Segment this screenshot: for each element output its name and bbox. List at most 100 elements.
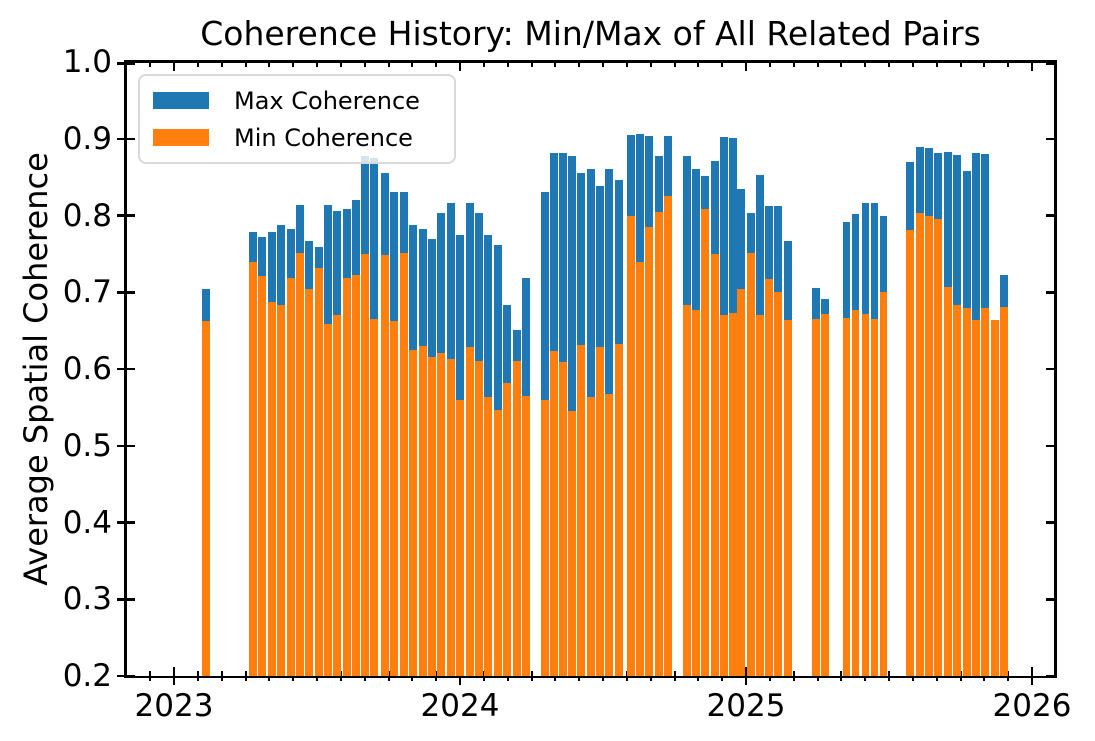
- x-minor-tick-top: [673, 62, 676, 67]
- x-minor-tick-top: [149, 62, 152, 67]
- x-minor-tick-top: [292, 62, 295, 67]
- x-major-tick-top: [458, 62, 462, 71]
- bar-min: [627, 216, 635, 676]
- x-minor-tick-top: [840, 62, 843, 67]
- bar-min: [879, 292, 888, 676]
- x-minor-tick-top: [911, 62, 914, 67]
- y-major-tick-right: [1046, 521, 1055, 524]
- bar-min: [437, 352, 445, 676]
- bar-min: [466, 346, 474, 676]
- bar-min: [419, 345, 427, 676]
- y-tick-label: 1.0: [62, 44, 112, 80]
- y-major-tick-right: [1046, 137, 1055, 140]
- x-major-tick-top: [172, 62, 176, 71]
- bottom-spine: [125, 675, 1056, 678]
- bar-min: [333, 314, 341, 676]
- bar-min: [1000, 306, 1008, 676]
- bar-min: [550, 351, 558, 676]
- bar-min: [747, 253, 755, 676]
- bar-min: [842, 318, 851, 676]
- bar-min: [615, 343, 623, 676]
- y-major-tick-right: [1046, 444, 1055, 447]
- x-minor-tick-top: [888, 62, 890, 67]
- bar-min: [268, 302, 276, 676]
- bar-min: [494, 410, 502, 676]
- bar-min: [541, 399, 549, 676]
- bar-min: [324, 324, 332, 676]
- x-minor-tick-top: [316, 62, 318, 67]
- x-minor-tick-top: [530, 62, 533, 67]
- x-minor-tick-top: [220, 62, 223, 67]
- bar-min: [484, 396, 492, 676]
- bar-min: [991, 319, 999, 676]
- bar-min: [765, 279, 773, 676]
- x-minor-tick-top: [435, 62, 438, 67]
- x-minor-tick-top: [411, 62, 414, 67]
- x-minor-tick-top: [244, 62, 247, 67]
- x-minor-tick-top: [792, 62, 795, 67]
- bar-min: [701, 209, 709, 676]
- x-tick-label: 2023: [134, 688, 214, 724]
- bar-min: [729, 312, 737, 676]
- bar-min: [851, 309, 860, 676]
- bar-min: [296, 253, 304, 676]
- y-tick-label: 0.2: [62, 658, 112, 694]
- x-minor-tick-top: [363, 62, 366, 67]
- x-minor-tick-top: [387, 62, 390, 67]
- bar-min: [315, 267, 323, 676]
- x-major-tick-top: [744, 62, 748, 71]
- bar-min: [447, 359, 455, 676]
- x-minor-tick-top: [196, 62, 199, 67]
- chart-title: Coherence History: Min/Max of All Relate…: [200, 14, 981, 53]
- bar-min: [953, 304, 961, 676]
- bar-min: [720, 314, 728, 676]
- top-spine: [125, 60, 1056, 63]
- bar-min: [870, 319, 879, 676]
- x-minor-tick-top: [768, 62, 771, 67]
- bar-min: [475, 361, 483, 676]
- bar-min: [683, 305, 691, 676]
- bar-min: [370, 319, 378, 676]
- bar-min: [343, 277, 351, 676]
- bar-min: [381, 254, 389, 676]
- x-minor-tick-top: [959, 62, 962, 67]
- x-minor-tick-top: [268, 62, 271, 67]
- bar-min: [861, 313, 870, 676]
- right-spine: [1054, 60, 1057, 678]
- bar-min: [503, 382, 511, 676]
- y-tick-label: 0.7: [62, 274, 112, 311]
- bar-min: [737, 289, 745, 676]
- bar-min: [655, 212, 663, 676]
- y-major-tick-right: [1046, 214, 1055, 217]
- bar-min: [456, 399, 464, 676]
- bar-min: [711, 253, 719, 676]
- x-minor-tick-top: [983, 62, 986, 67]
- bar-min: [287, 277, 295, 676]
- bar-min: [645, 227, 653, 676]
- y-major-tick-right: [1046, 367, 1055, 371]
- y-tick-label: 0.5: [62, 427, 112, 464]
- bar-min: [361, 253, 369, 676]
- x-tick-label: 2026: [992, 688, 1072, 724]
- bar-min: [428, 357, 436, 676]
- bar-min: [568, 411, 576, 676]
- left-spine: [124, 60, 127, 678]
- bar-min: [916, 213, 924, 676]
- x-minor-tick-top: [578, 62, 581, 67]
- x-minor-tick-top: [482, 62, 485, 67]
- bar-min: [963, 307, 971, 676]
- x-minor-tick-top: [697, 62, 700, 67]
- bar-min: [202, 321, 210, 676]
- legend-item-max: Max Coherence: [153, 86, 454, 116]
- y-major-tick-right: [1046, 62, 1055, 65]
- legend-label-max: Max Coherence: [234, 86, 420, 115]
- bar-min: [692, 309, 700, 676]
- bar-min: [596, 346, 604, 676]
- x-minor-tick-top: [816, 62, 819, 67]
- x-minor-tick-top: [625, 62, 628, 67]
- y-tick-label: 0.9: [62, 120, 112, 157]
- y-major-tick-right: [1046, 598, 1055, 601]
- bar-min: [944, 286, 952, 676]
- bar-min: [812, 319, 820, 676]
- x-minor-tick-top: [339, 62, 342, 67]
